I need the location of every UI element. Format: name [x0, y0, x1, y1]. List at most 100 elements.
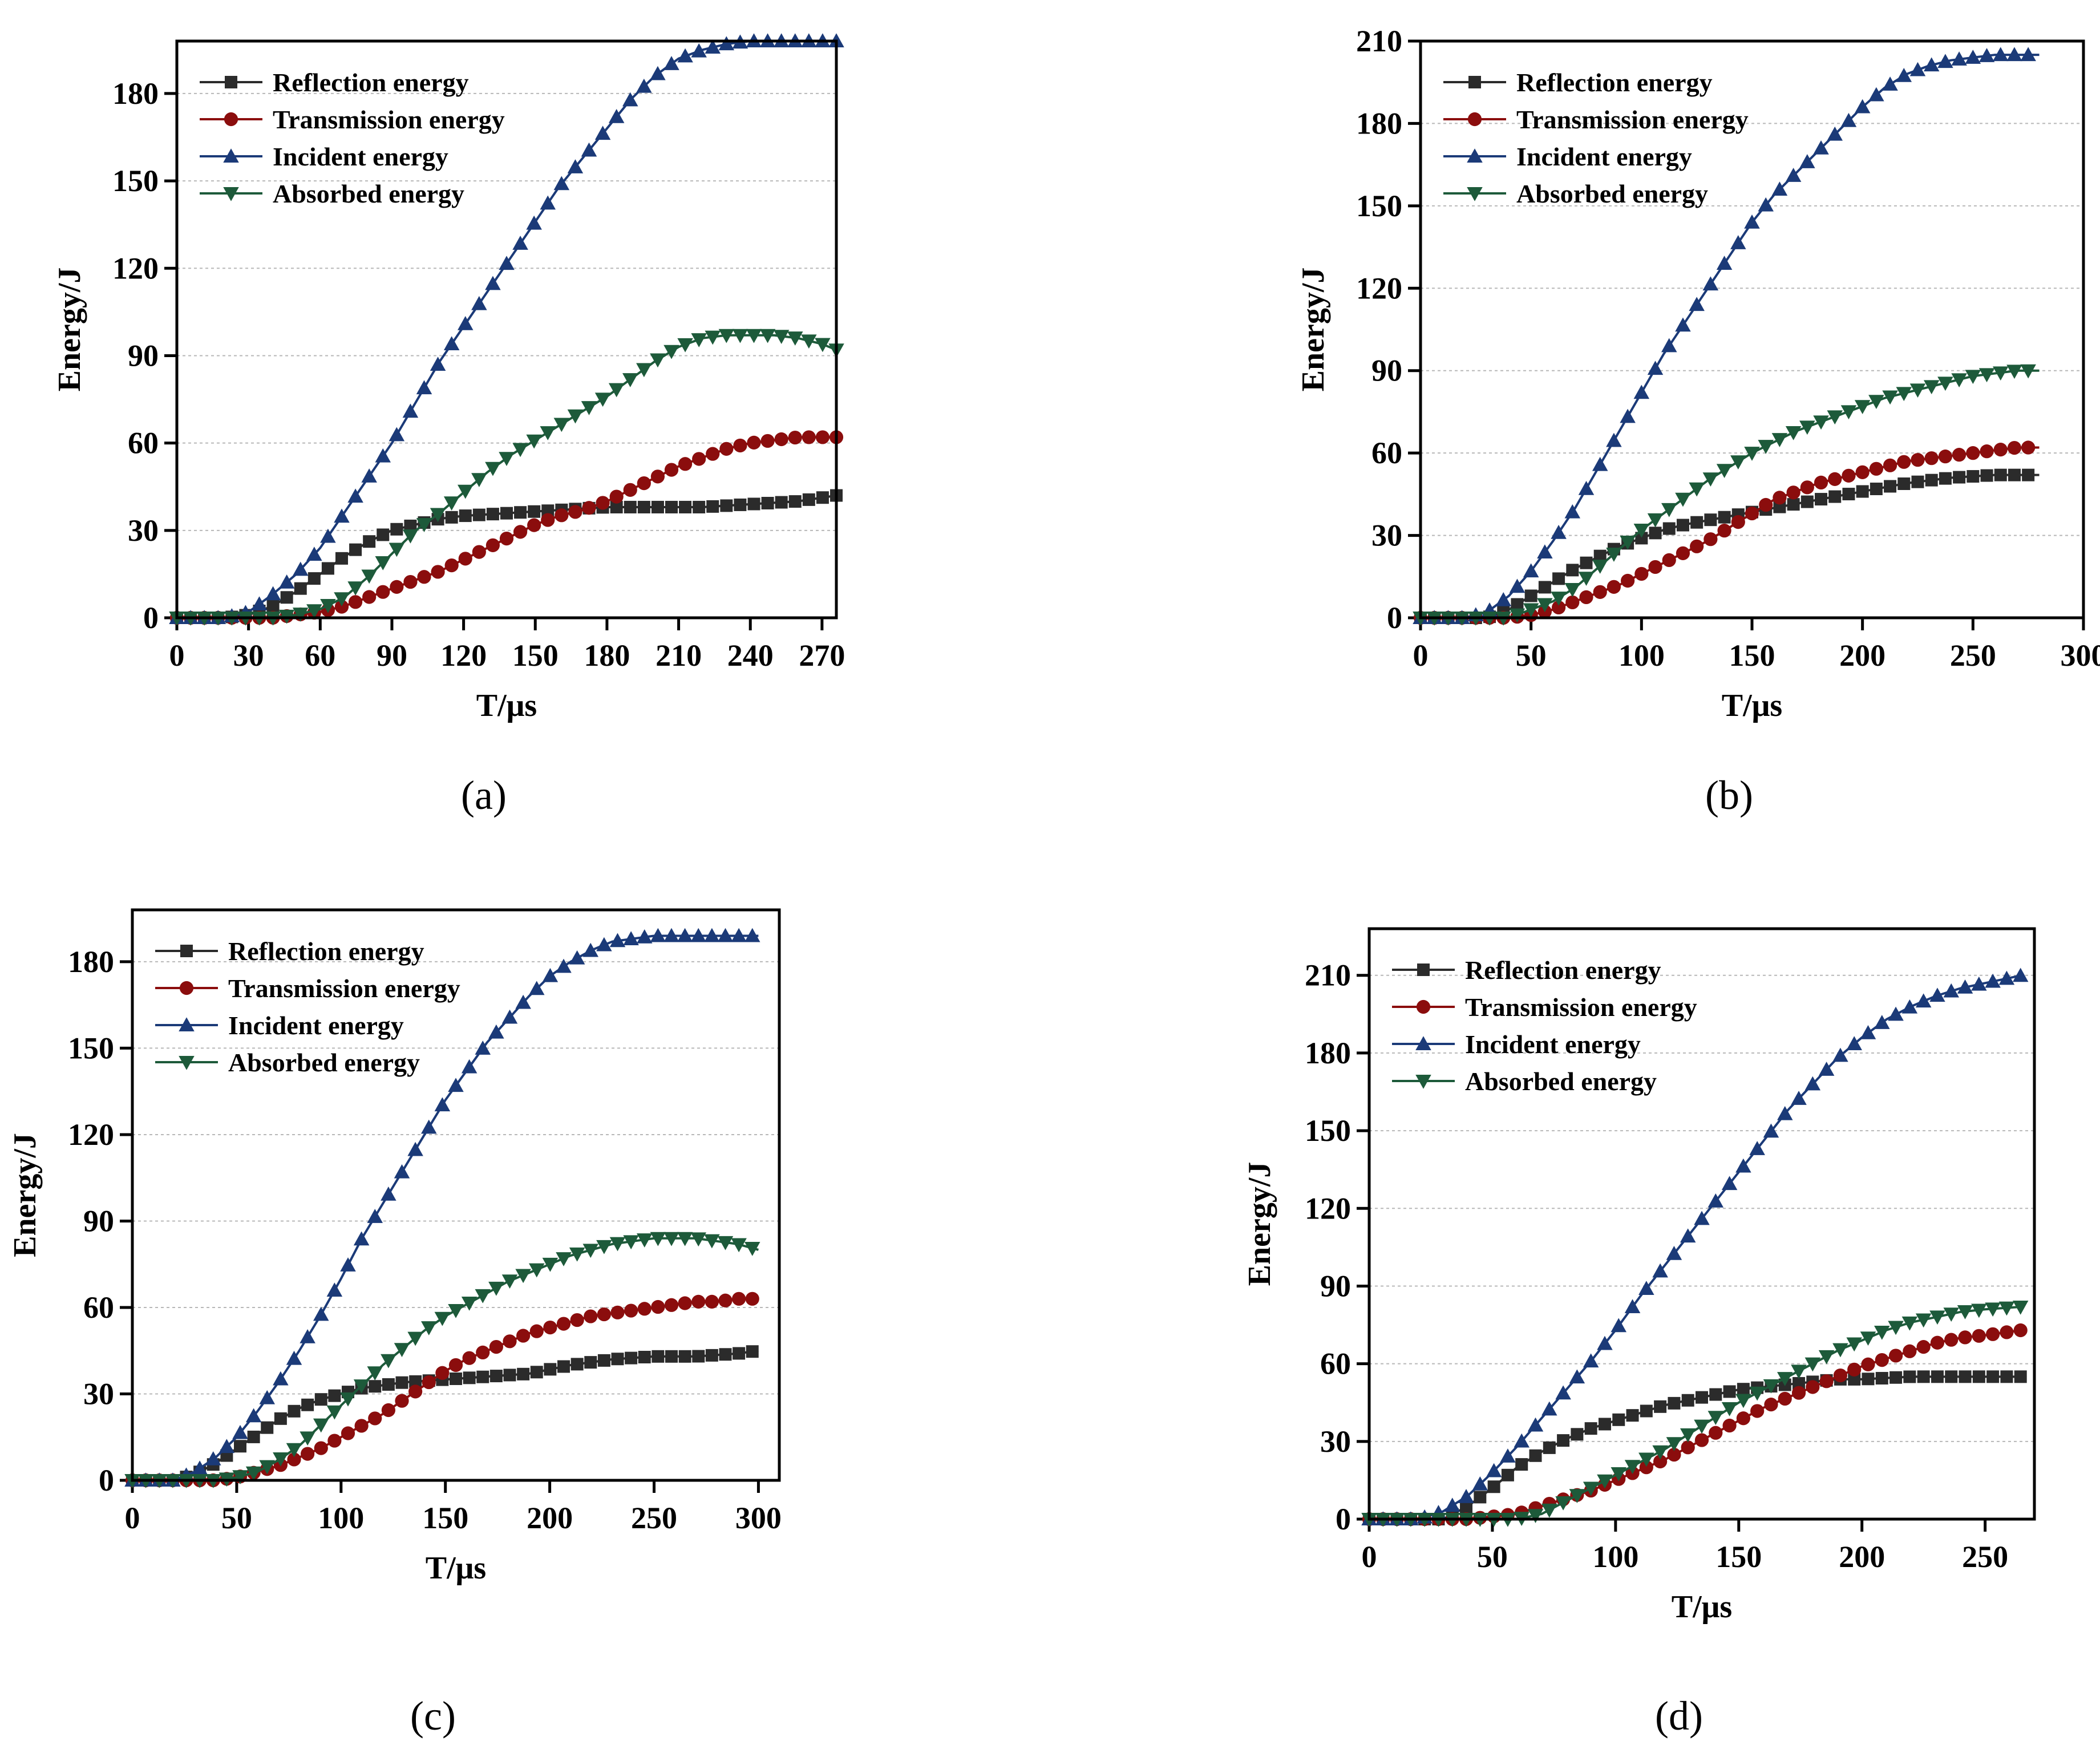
data-point [2013, 1323, 2028, 1338]
data-point [1633, 523, 1650, 538]
data-point [1957, 979, 1973, 994]
plot-frame [1419, 39, 2085, 620]
y-tick-label: 90 [1320, 1269, 1351, 1303]
data-point [1607, 580, 1621, 594]
data-point [1611, 1318, 1626, 1333]
data-point [416, 380, 432, 395]
data-point [1869, 461, 1883, 476]
data-point [1875, 1372, 1888, 1385]
data-point [1702, 276, 1719, 291]
data-point [307, 572, 321, 585]
data-point [1806, 1380, 1820, 1394]
data-point [1675, 492, 1691, 507]
data-point [1778, 1391, 1792, 1406]
data-point [301, 1398, 314, 1411]
x-tick-label: 0 [1413, 638, 1429, 673]
data-point [340, 1392, 356, 1407]
data-point [637, 476, 651, 491]
data-point [475, 1041, 491, 1055]
data-point [459, 509, 472, 523]
data-point [1763, 1379, 1779, 1394]
data-point [381, 1403, 395, 1418]
data-point [542, 967, 559, 982]
legend-marker [1415, 1075, 1431, 1089]
data-point [513, 525, 528, 539]
data-point [1971, 976, 1987, 991]
legend-marker [225, 76, 237, 88]
data-point [430, 357, 446, 371]
data-point [394, 1164, 410, 1179]
data-point [334, 600, 349, 614]
data-point [499, 256, 515, 270]
x-tick-label: 150 [1715, 1540, 1762, 1574]
data-point [1884, 480, 1897, 493]
series-line-absorbed [1421, 369, 2040, 618]
data-point [499, 452, 515, 466]
data-point [1721, 1402, 1738, 1416]
data-point [718, 329, 735, 343]
data-point [462, 1351, 476, 1365]
data-point [471, 295, 487, 310]
data-point [516, 1329, 531, 1343]
data-point [651, 1299, 665, 1314]
data-point [1515, 1458, 1528, 1471]
y-tick-label: 150 [1305, 1114, 1351, 1148]
data-point [788, 495, 802, 508]
data-point [219, 1439, 235, 1454]
data-point [705, 1294, 719, 1309]
data-point [1840, 405, 1857, 420]
data-point [1911, 453, 1925, 467]
data-point [1897, 455, 1911, 469]
data-point [1860, 1025, 1876, 1039]
data-point [717, 928, 734, 942]
data-point [1749, 1386, 1765, 1401]
data-point [529, 1324, 544, 1338]
data-point [517, 1367, 530, 1380]
data-point [435, 1366, 450, 1380]
data-point [1675, 317, 1691, 332]
data-point [1785, 168, 1802, 182]
data-point [637, 1302, 652, 1316]
data-point [1846, 1036, 1862, 1051]
data-point [1861, 1357, 1875, 1371]
data-point [679, 500, 692, 513]
data-point [348, 595, 363, 609]
data-point [499, 532, 514, 546]
y-tick-label: 0 [99, 1463, 114, 1497]
data-point [526, 215, 542, 230]
data-point [692, 1350, 705, 1363]
data-point [582, 1244, 598, 1258]
data-point [1730, 455, 1746, 469]
data-point [1804, 1357, 1821, 1372]
data-point [1690, 516, 1704, 529]
data-point [500, 507, 513, 520]
data-point [638, 1350, 651, 1363]
series-incident [1361, 967, 2029, 1525]
data-point [1786, 485, 1800, 500]
data-point [485, 538, 500, 552]
y-axis-title: Energy/J [1296, 268, 1331, 392]
data-point [1661, 338, 1677, 353]
data-point [367, 1209, 383, 1223]
data-point [705, 1349, 718, 1362]
data-point [2022, 468, 2035, 481]
y-tick-label: 60 [83, 1290, 114, 1325]
data-point [665, 500, 678, 513]
data-point [773, 330, 790, 344]
y-axis-title: Energy/J [7, 1133, 43, 1257]
y-tick-label: 120 [1356, 271, 1402, 305]
data-point [744, 1242, 760, 1256]
legend-marker [180, 945, 193, 957]
data-point [557, 1360, 570, 1373]
data-point [541, 513, 555, 527]
data-point [489, 1339, 503, 1354]
data-point [691, 43, 707, 58]
data-point [376, 585, 390, 599]
y-tick-label: 120 [1305, 1191, 1351, 1225]
data-point [245, 1408, 262, 1423]
data-point [501, 1009, 518, 1024]
data-point [1723, 1385, 1736, 1398]
data-point [1653, 1454, 1668, 1469]
data-point [732, 329, 748, 343]
